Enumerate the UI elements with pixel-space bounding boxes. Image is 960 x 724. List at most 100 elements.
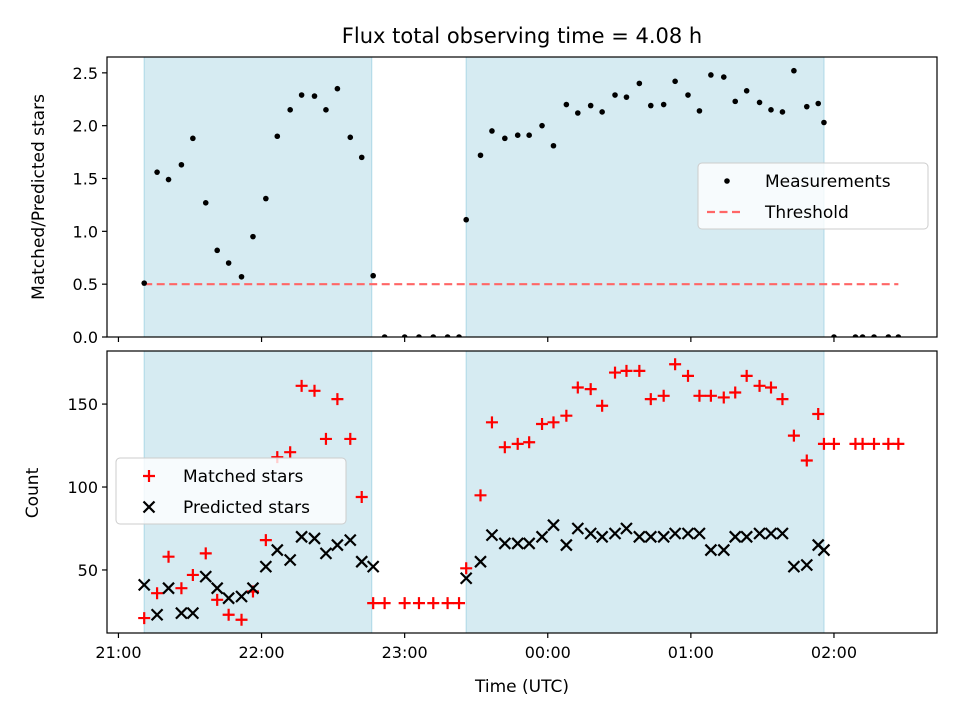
bottom-y-axis-label: Count [23, 467, 43, 518]
data-point [416, 334, 422, 337]
data-point [398, 597, 411, 610]
data-point [620, 522, 633, 535]
data-point [817, 543, 831, 557]
data-point [186, 606, 200, 620]
data-point [502, 135, 508, 142]
data-point [463, 216, 469, 223]
legend-label: Matched stars [183, 467, 303, 487]
y-tick-label: 1.5 [73, 170, 98, 189]
data-point [612, 92, 618, 98]
data-point [800, 558, 814, 572]
data-point [137, 578, 151, 592]
data-point [644, 393, 657, 406]
data-point [584, 527, 597, 540]
legend-label: Threshold [764, 203, 849, 223]
data-point [178, 161, 185, 168]
data-point [459, 571, 473, 585]
data-point [740, 530, 753, 544]
data-point [401, 334, 408, 337]
data-point [717, 543, 731, 557]
data-point [295, 530, 308, 544]
data-point [175, 606, 188, 620]
data-point [800, 454, 813, 467]
data-point [412, 597, 425, 610]
data-point [298, 92, 305, 98]
data-point [787, 429, 800, 442]
data-point [199, 547, 212, 560]
data-point [308, 384, 321, 397]
observing-span [143, 56, 373, 338]
data-point [214, 247, 220, 254]
data-point [498, 441, 511, 454]
legend-marker [143, 470, 155, 482]
data-point [803, 103, 810, 110]
top-panel: 0.0 0.5 1.0 1.5 2.0 2.5 Measurements Threshold [73, 56, 938, 347]
axes-frame [106, 56, 938, 338]
data-point [856, 437, 869, 450]
data-point [787, 560, 801, 573]
data-point [366, 560, 380, 573]
data-point [756, 99, 763, 106]
data-point [489, 128, 495, 134]
data-point [225, 260, 232, 266]
x-axis-label: Time (UTC) [474, 677, 569, 697]
y-tick-label: 0.0 [73, 328, 98, 347]
data-point [812, 408, 825, 421]
data-point [620, 364, 633, 377]
data-point [668, 527, 682, 540]
data-point [523, 436, 536, 449]
data-point [199, 570, 213, 583]
data-point [175, 582, 188, 595]
data-point [821, 119, 827, 126]
data-point [150, 608, 164, 622]
data-point [456, 334, 462, 337]
axes-frame [106, 350, 938, 634]
data-point [657, 389, 670, 402]
data-point [334, 85, 341, 92]
data-point [211, 593, 224, 606]
data-point [563, 101, 570, 108]
data-point [522, 537, 536, 550]
observing-span [465, 350, 825, 634]
data-point [599, 109, 605, 115]
data-point [370, 272, 376, 279]
data-point [343, 533, 357, 547]
data-point [138, 612, 151, 625]
data-point [355, 490, 368, 503]
data-point [636, 80, 643, 87]
data-point [535, 530, 549, 544]
data-point [708, 72, 714, 78]
data-point [776, 527, 789, 540]
data-point [308, 532, 321, 545]
data-point [485, 416, 498, 429]
data-point [511, 537, 524, 550]
data-point [657, 530, 670, 544]
data-point [717, 391, 730, 404]
data-point [623, 94, 630, 100]
x-tick-label: 23:00 [382, 643, 428, 662]
data-point [311, 93, 318, 99]
data-point [238, 273, 245, 280]
data-point [831, 334, 837, 337]
data-point [378, 597, 391, 610]
legend-marker [142, 500, 156, 514]
data-point [596, 399, 609, 412]
data-point [295, 379, 308, 392]
data-point [539, 122, 545, 129]
data-point [704, 389, 717, 402]
legend-marker [724, 178, 730, 184]
data-point [827, 437, 840, 450]
data-point [575, 110, 581, 116]
data-point [729, 386, 742, 399]
data-point [202, 200, 209, 206]
data-point [331, 538, 344, 552]
x-tick-label: 22:00 [238, 643, 284, 662]
data-point [871, 334, 877, 337]
y-tick-label: 2.0 [73, 117, 98, 136]
data-point [271, 543, 284, 557]
data-point [190, 135, 196, 142]
data-point [536, 417, 549, 430]
data-point [753, 527, 766, 540]
data-point [571, 381, 584, 394]
data-point [498, 537, 512, 550]
